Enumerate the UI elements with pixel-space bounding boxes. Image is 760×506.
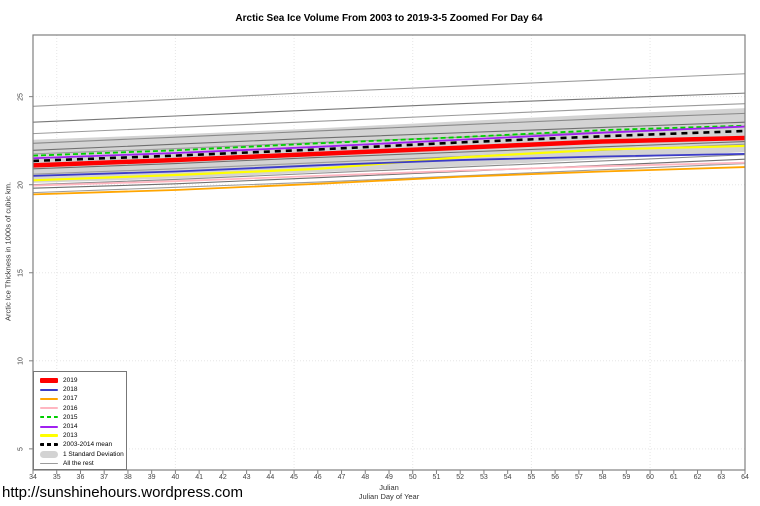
- legend-label: 2013: [63, 432, 78, 440]
- legend-swatch-2017: [40, 397, 58, 400]
- rest-year-line: [32, 163, 746, 194]
- legend-item: 1 Standard Deviation: [34, 450, 126, 459]
- legend: 2019 2018 2017 2016 2015 2014 2013 2003-2014 me…: [33, 371, 127, 470]
- x-tick-label: 59: [622, 474, 631, 481]
- y-axis-label: Arctic Ice Thickness in 1000s of cubic k…: [3, 181, 13, 322]
- legend-swatch-2018: [40, 388, 58, 391]
- legend-swatch-2016: [40, 407, 58, 410]
- x-axis-label: Julian: [379, 483, 399, 492]
- x-tick-label: 55: [527, 474, 536, 481]
- x-tick-label: 64: [741, 474, 749, 481]
- legend-label: 2017: [63, 395, 78, 403]
- rest-year-line: [32, 140, 746, 170]
- x-tick-label: 51: [432, 474, 441, 481]
- x-tick-label: 49: [385, 474, 393, 481]
- series-line-2016: [32, 161, 746, 187]
- rest-year-line: [32, 103, 746, 135]
- series-line-2018: [32, 152, 746, 177]
- legend-item: 2019: [34, 376, 126, 385]
- series-line-2019: [32, 135, 746, 168]
- x-tick-label: 54: [503, 474, 512, 481]
- x-tick-label: 47: [337, 474, 346, 481]
- chart-title: Arctic Sea Ice Volume From 2003 to 2019-…: [235, 13, 543, 24]
- x-tick-label: 39: [147, 474, 156, 481]
- legend-swatch-all-the-rest: [40, 462, 58, 464]
- rest-year-line: [32, 158, 746, 189]
- y-tick-label: 15: [17, 268, 25, 277]
- x-tick-label: 52: [456, 474, 465, 481]
- series-line-2015: [32, 124, 746, 157]
- legend-item: 2013: [34, 431, 126, 440]
- legend-item: 2018: [34, 385, 126, 394]
- x-tick-label: 37: [100, 474, 109, 481]
- legend-label: 2018: [63, 386, 78, 394]
- legend-item: 2015: [34, 413, 126, 422]
- legend-label: 2019: [63, 377, 78, 385]
- x-tick-label: 40: [171, 474, 180, 481]
- rest-year-line: [32, 73, 746, 107]
- rest-year-line: [32, 154, 746, 186]
- x-tick-label: 56: [551, 474, 560, 481]
- y-tick-label: 25: [17, 92, 25, 101]
- x-tick-label: 43: [242, 474, 251, 481]
- legend-swatch-1-standard-deviation: [40, 450, 58, 458]
- series-line-2017: [32, 166, 746, 196]
- x-tick-label: 63: [717, 474, 726, 481]
- x-tick-label: 41: [195, 474, 204, 481]
- legend-swatch-2019: [40, 378, 58, 384]
- x-tick-label: 53: [480, 474, 488, 481]
- x-axis-sublabel: Julian Day of Year: [358, 492, 420, 501]
- x-tick-label: 58: [598, 474, 607, 481]
- y-tick-label: 5: [17, 446, 25, 451]
- x-tick-label: 36: [76, 474, 85, 481]
- x-tick-label: 46: [313, 474, 322, 481]
- x-tick-label: 44: [266, 474, 275, 481]
- x-tick-label: 34: [29, 474, 37, 481]
- y-tick-label: 20: [17, 180, 25, 189]
- legend-swatch-2003-2014-mean: [40, 443, 58, 447]
- legend-swatch-2014: [40, 425, 58, 428]
- y-tick-label: 10: [17, 356, 25, 365]
- legend-label: 2015: [63, 413, 78, 421]
- x-tick-label: 61: [669, 474, 678, 481]
- legend-item: All the rest: [34, 459, 126, 468]
- legend-item: 2017: [34, 394, 126, 403]
- series-line-2003-2014-mean: [32, 129, 746, 163]
- x-tick-label: 45: [290, 474, 298, 481]
- legend-label: 2016: [63, 404, 78, 412]
- legend-item: 2014: [34, 422, 126, 431]
- x-tick-label: 42: [218, 474, 227, 481]
- x-tick-label: 35: [52, 474, 61, 481]
- legend-label: 1 Standard Deviation: [63, 450, 124, 458]
- legend-swatch-2013: [40, 434, 58, 438]
- legend-label: 2014: [63, 423, 78, 431]
- rest-year-line: [32, 92, 746, 123]
- x-tick-label: 50: [408, 474, 417, 481]
- legend-item: 2016: [34, 404, 126, 413]
- legend-label: All the rest: [63, 459, 94, 467]
- series-line-2014: [32, 125, 746, 160]
- x-tick-label: 60: [646, 474, 654, 481]
- rest-year-line: [32, 112, 746, 144]
- legend-item: 2003-2014 mean: [34, 440, 126, 449]
- x-tick-label: 48: [361, 474, 370, 481]
- plot-border: [32, 34, 746, 471]
- legend-label: 2003-2014 mean: [63, 441, 113, 449]
- x-tick-label: 57: [574, 474, 583, 481]
- legend-swatch-2015: [40, 416, 58, 419]
- x-tick-label: 62: [693, 474, 702, 481]
- x-tick-label: 38: [124, 474, 132, 481]
- footer-url[interactable]: http://sunshinehours.wordpress.com: [2, 484, 243, 501]
- rest-year-line: [32, 121, 746, 151]
